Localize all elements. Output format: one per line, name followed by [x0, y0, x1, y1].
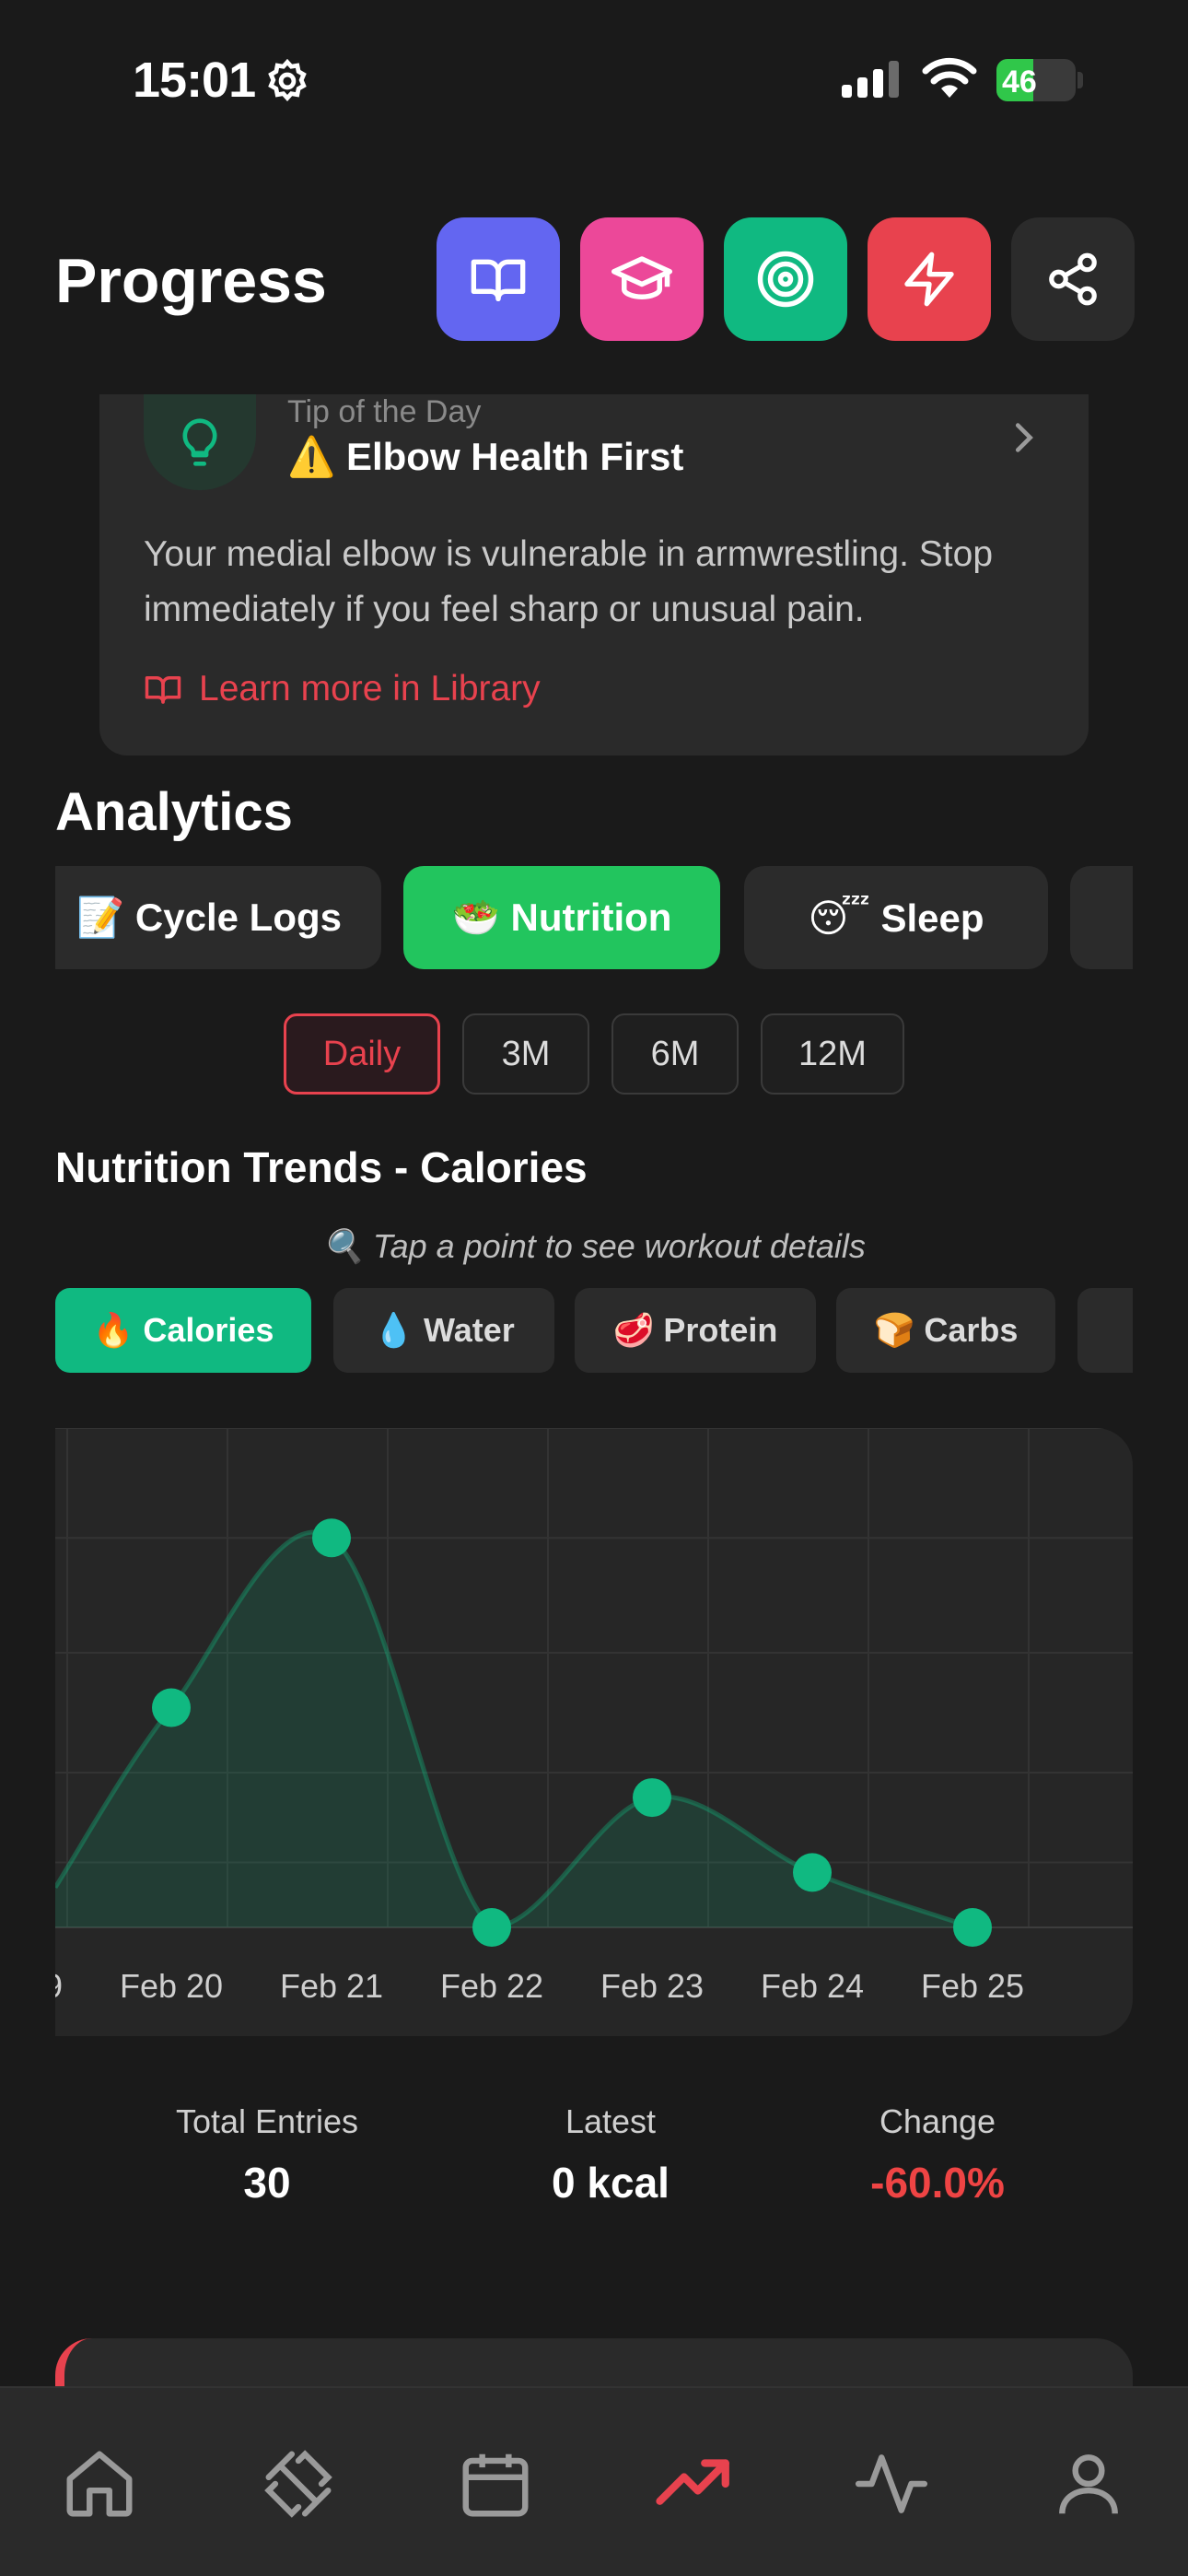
- user-icon: [1059, 2454, 1118, 2514]
- tab-sleep[interactable]: 😴 Sleep: [744, 866, 1048, 969]
- nutrition-chart: Feb 19 Feb 20 Feb 21 Feb 22 Feb 23 Feb 24 Feb …: [55, 1428, 1133, 2036]
- data-point[interactable]: [793, 1853, 832, 1892]
- stat-change-label: Change: [879, 2102, 996, 2140]
- stat-latest-value: 0 kcal: [552, 2159, 670, 2207]
- x-tick-label: Feb 21: [280, 1967, 383, 2005]
- tab-progress[interactable]: [648, 2438, 740, 2530]
- data-point[interactable]: [152, 1688, 191, 1727]
- book-icon: [145, 676, 181, 704]
- battery-percent: 46: [1002, 64, 1037, 100]
- tab-cycle-logs[interactable]: 📝 Cycle Logs: [55, 866, 381, 969]
- learn-more-label: Learn more in Library: [199, 669, 541, 708]
- tab-workouts[interactable]: [252, 2438, 344, 2530]
- x-tick-label: Feb 25: [921, 1967, 1024, 2005]
- settings-gear-icon: [263, 57, 311, 110]
- data-point[interactable]: [633, 1778, 671, 1818]
- stat-total-entries-value: 30: [243, 2159, 291, 2207]
- chart-hint: 🔍 Tap a point to see workout details: [322, 1227, 866, 1265]
- share-button[interactable]: [1011, 217, 1135, 341]
- metric-tabs: 🔥 Calories 💧 Water 🥩 Protein 🍞 Carbs: [55, 1288, 1133, 1373]
- power-button[interactable]: [868, 217, 991, 341]
- tip-body: Your medial elbow is vulnerable in armwr…: [144, 534, 994, 629]
- tab-nutrition[interactable]: 🥗 Nutrition: [403, 866, 720, 969]
- tab-calories[interactable]: 🔥 Calories: [55, 1288, 311, 1373]
- lightning-icon: [904, 252, 954, 307]
- page-title: Progress: [55, 246, 327, 316]
- data-point[interactable]: [472, 1908, 511, 1947]
- tab-home[interactable]: [53, 2438, 146, 2530]
- tab-more[interactable]: [1070, 866, 1133, 969]
- x-tick-label: Feb 23: [600, 1967, 704, 2005]
- tab-protein-label: 🥩 Protein: [612, 1311, 778, 1349]
- chevron-right-icon: [1002, 416, 1044, 463]
- stat-latest-label: Latest: [565, 2102, 657, 2140]
- chart-svg: Feb 19 Feb 20 Feb 21 Feb 22 Feb 23 Feb 24 Feb …: [55, 1428, 1133, 2005]
- calendar-icon: [462, 2453, 529, 2517]
- tab-protein[interactable]: 🥩 Protein: [575, 1288, 816, 1373]
- tip-title: ⚠️ Elbow Health First: [287, 435, 684, 478]
- stat-latest: Latest 0 kcal: [426, 2102, 795, 2207]
- tip-label: Tip of the Day: [287, 394, 482, 429]
- range-12m[interactable]: 12M: [761, 1013, 904, 1095]
- x-tick-label: Feb 19: [55, 1967, 63, 2005]
- range-3m[interactable]: 3M: [462, 1013, 589, 1095]
- tab-profile[interactable]: [1042, 2438, 1135, 2530]
- tab-cycle-logs-label: 📝 Cycle Logs: [76, 895, 343, 939]
- tab-water-label: 💧 Water: [373, 1311, 515, 1349]
- status-bar: 15:01 46: [0, 0, 1188, 157]
- analytics-title: Analytics: [55, 782, 293, 842]
- tab-carbs-label: 🍞 Carbs: [873, 1311, 1019, 1349]
- status-time: 15:01: [133, 53, 256, 108]
- learn-more-link[interactable]: Learn more in Library: [144, 669, 541, 709]
- graduation-cap-icon: [611, 256, 672, 299]
- lightbulb-icon: [144, 394, 256, 490]
- stat-total-entries-label: Total Entries: [175, 2102, 359, 2140]
- book-icon: [471, 259, 526, 301]
- battery-indicator: 46: [996, 59, 1085, 101]
- stat-change: Change -60.0%: [753, 2102, 1122, 2207]
- tip-of-the-day-card[interactable]: Tip of the Day ⚠️ Elbow Health First You…: [99, 394, 1089, 755]
- tab-nutrition-label: 🥗 Nutrition: [451, 895, 672, 939]
- goals-button[interactable]: [724, 217, 847, 341]
- dumbbell-icon: [264, 2450, 332, 2518]
- library-button[interactable]: [437, 217, 560, 341]
- x-tick-label: Feb 24: [761, 1967, 864, 2005]
- tab-carbs[interactable]: 🍞 Carbs: [836, 1288, 1055, 1373]
- home-icon: [66, 2451, 133, 2517]
- stat-change-value: -60.0%: [870, 2159, 1005, 2207]
- tab-activity[interactable]: [845, 2438, 938, 2530]
- area-fill: [55, 1532, 973, 1927]
- tab-water[interactable]: 💧 Water: [333, 1288, 554, 1373]
- bottom-tab-bar: [0, 2386, 1188, 2576]
- learn-button[interactable]: [580, 217, 704, 341]
- tab-calories-label: 🔥 Calories: [92, 1311, 274, 1349]
- tab-calendar[interactable]: [449, 2438, 542, 2530]
- analytics-category-tabs: 📝 Cycle Logs 🥗 Nutrition 😴 Sleep: [55, 866, 1133, 969]
- chart-title: Nutrition Trends - Calories: [55, 1143, 588, 1191]
- trending-up-icon: [656, 2459, 729, 2505]
- range-daily[interactable]: Daily: [284, 1013, 440, 1095]
- target-icon: [757, 251, 814, 308]
- data-point[interactable]: [953, 1908, 992, 1947]
- activity-icon: [855, 2454, 928, 2513]
- share-icon: [1049, 252, 1097, 306]
- stat-total-entries: Total Entries 30: [83, 2102, 451, 2207]
- data-point[interactable]: [312, 1518, 351, 1558]
- tab-more-metrics[interactable]: [1077, 1288, 1133, 1373]
- range-6m[interactable]: 6M: [611, 1013, 739, 1095]
- x-tick-label: Feb 22: [440, 1967, 543, 2005]
- tab-sleep-label: 😴 Sleep: [808, 896, 984, 940]
- wifi-icon: [921, 57, 978, 104]
- x-tick-label: Feb 20: [120, 1967, 223, 2005]
- cellular-signal-icon: [840, 61, 903, 104]
